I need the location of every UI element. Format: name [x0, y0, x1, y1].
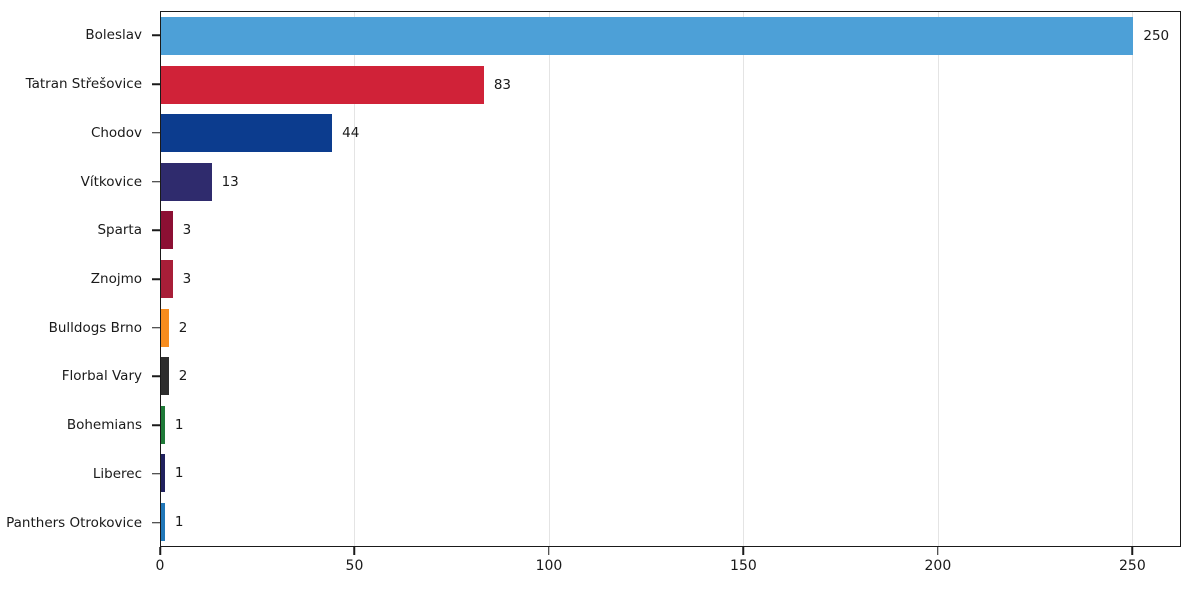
gridline-x-200	[937, 12, 939, 546]
y-tick-mark	[152, 34, 160, 37]
y-tick-mark	[152, 521, 160, 524]
value-label: 1	[174, 465, 184, 482]
value-label: 3	[182, 222, 192, 239]
y-tick-mark	[152, 83, 160, 85]
y-tick-label: Tatran Střešovice	[25, 76, 142, 93]
gridline-x-100	[548, 12, 550, 546]
y-tick-mark	[152, 229, 160, 232]
x-tick-label: 250	[1119, 558, 1146, 574]
gridline-x-50	[354, 12, 356, 546]
bar	[161, 162, 212, 201]
bar-row: 1	[161, 400, 1180, 449]
bar	[161, 502, 165, 541]
y-tick-label: Bulldogs Brno	[48, 319, 142, 336]
x-tick-mark	[548, 547, 550, 555]
y-tick-label: Sparta	[97, 222, 142, 239]
x-tick-label: 100	[535, 558, 563, 574]
x-tick-mark	[1131, 547, 1134, 555]
value-label: 3	[182, 271, 192, 287]
gridline-x-250	[1132, 12, 1134, 546]
bar	[161, 17, 1134, 56]
y-tick-label: Panthers Otrokovice	[6, 514, 142, 531]
bar-rows: 250 83 44 13 3 3 2 2 1 1 1	[161, 12, 1180, 546]
x-tick-mark	[353, 547, 356, 555]
y-tick-mark	[152, 180, 160, 183]
value-label: 13	[221, 173, 239, 190]
y-tick-mark	[152, 375, 160, 378]
bar-row: 1	[161, 449, 1180, 498]
x-tick-mark	[937, 547, 939, 555]
y-tick-label: Florbal Vary	[61, 368, 142, 385]
x-tick-label: 150	[730, 558, 757, 574]
bar-row: 2	[161, 303, 1180, 352]
x-tick-mark	[742, 547, 745, 555]
bar	[161, 114, 333, 153]
value-label: 2	[178, 368, 188, 385]
y-tick-label: Vítkovice	[80, 173, 142, 190]
bar-row: 2	[161, 352, 1180, 401]
bar	[161, 65, 484, 104]
y-tick-label: Bohemians	[66, 417, 142, 434]
y-tick-label: Liberec	[92, 465, 142, 482]
y-tick-mark	[152, 473, 160, 475]
value-label: 83	[493, 76, 512, 93]
bar	[161, 454, 165, 493]
bar	[161, 260, 173, 298]
y-tick-mark	[152, 326, 160, 329]
bar	[161, 308, 169, 347]
x-tick-label: 50	[345, 558, 364, 574]
y-tick-mark	[152, 278, 160, 280]
bar	[161, 211, 173, 250]
value-label: 250	[1143, 28, 1170, 45]
y-tick-label: Znojmo	[90, 271, 142, 287]
bar-row: 44	[161, 109, 1180, 158]
bar-row: 1	[161, 497, 1180, 546]
bar-row: 3	[161, 206, 1180, 255]
plot-area: 250 83 44 13 3 3 2 2 1 1 1	[160, 11, 1181, 547]
bar	[161, 357, 169, 396]
y-tick-mark	[152, 132, 160, 134]
x-tick-mark	[159, 547, 161, 555]
value-label: 44	[342, 125, 360, 142]
bar-row: 83	[161, 61, 1180, 110]
x-tick-label: 200	[924, 558, 952, 574]
bar-row: 250	[161, 12, 1180, 61]
value-label: 1	[174, 513, 184, 530]
x-tick-label: 0	[155, 558, 165, 574]
y-tick-label: Chodov	[90, 124, 142, 141]
y-tick-label: Boleslav	[85, 27, 142, 44]
bar-row: 13	[161, 158, 1180, 207]
y-tick-mark	[152, 424, 160, 426]
bar	[161, 405, 165, 444]
value-label: 2	[178, 319, 188, 336]
gridline-x-150	[743, 12, 745, 546]
value-label: 1	[174, 416, 184, 433]
bar-row: 3	[161, 255, 1180, 304]
